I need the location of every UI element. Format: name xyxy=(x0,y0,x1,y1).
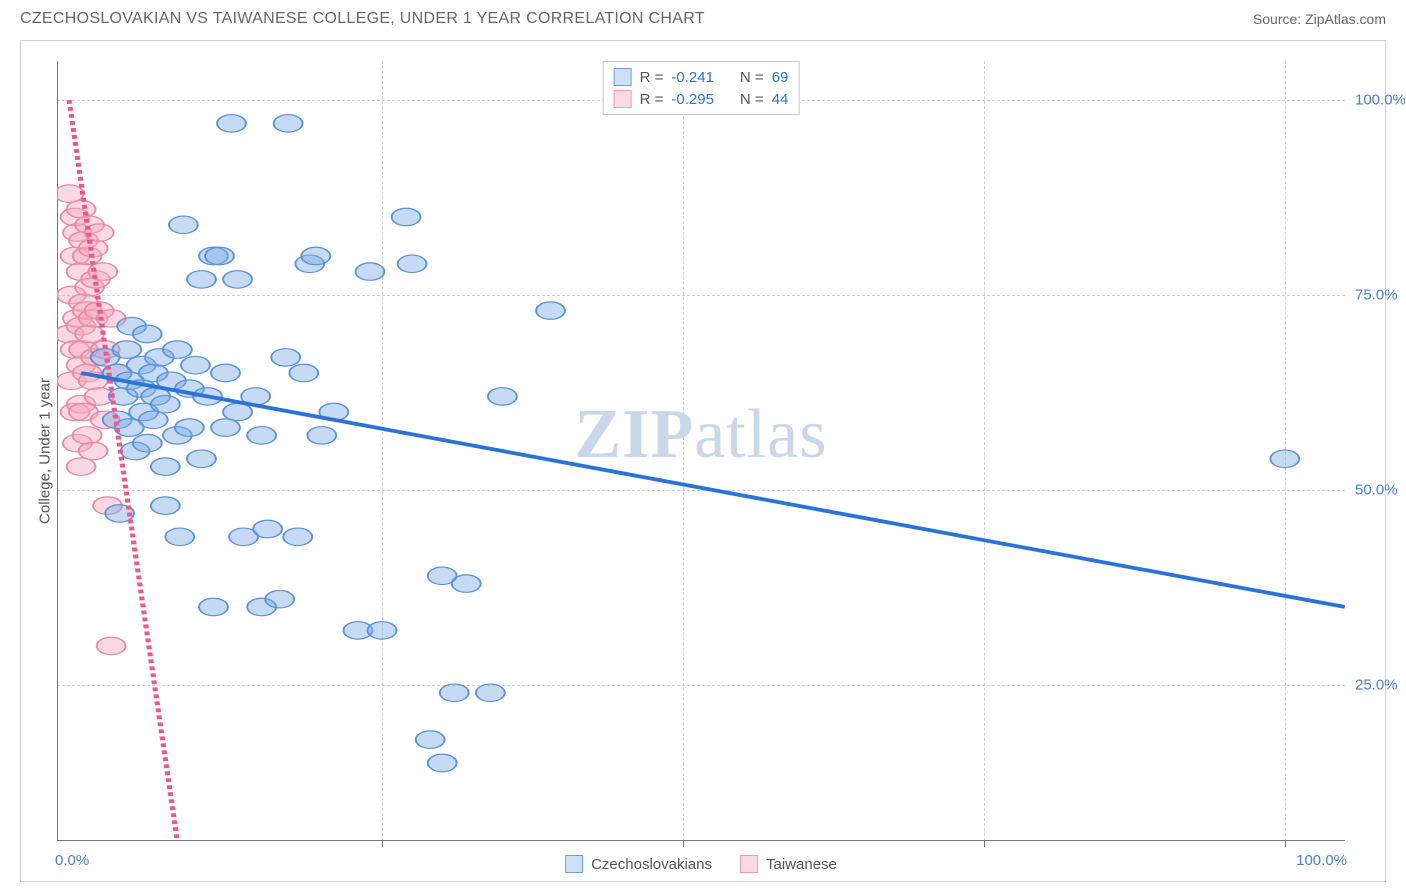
n-value-0: 69 xyxy=(772,69,789,86)
series-legend: Czechoslovakians Taiwanese xyxy=(565,855,837,873)
data-point xyxy=(392,208,421,225)
data-point xyxy=(428,754,457,771)
y-tick-label: 75.0% xyxy=(1347,287,1398,304)
scatter-plot xyxy=(57,61,1345,841)
chart-header: CZECHOSLOVAKIAN VS TAIWANESE COLLEGE, UN… xyxy=(0,0,1406,34)
data-point xyxy=(133,434,162,451)
data-point xyxy=(181,356,210,373)
data-point xyxy=(217,115,246,132)
data-point xyxy=(416,731,445,748)
data-point xyxy=(283,528,312,545)
plot-area: ZIPatlas College, Under 1 year R = -0.24… xyxy=(57,61,1345,841)
n-value-1: 44 xyxy=(772,91,789,108)
chart-title: CZECHOSLOVAKIAN VS TAIWANESE COLLEGE, UN… xyxy=(20,10,705,28)
data-point xyxy=(301,247,330,264)
data-point xyxy=(247,427,276,444)
data-point xyxy=(187,450,216,467)
data-point xyxy=(253,520,282,537)
r-value-1: -0.295 xyxy=(671,91,714,108)
data-point xyxy=(75,325,104,342)
data-point xyxy=(211,419,240,436)
legend-item-1: Taiwanese xyxy=(740,855,837,873)
data-point xyxy=(289,364,318,381)
data-point xyxy=(452,575,481,592)
data-point xyxy=(151,497,180,514)
y-tick-label: 100.0% xyxy=(1347,92,1406,109)
data-point xyxy=(223,271,252,288)
data-point xyxy=(175,419,204,436)
y-tick-label: 50.0% xyxy=(1347,482,1398,499)
data-point xyxy=(205,247,234,264)
data-point xyxy=(112,341,141,358)
data-point xyxy=(211,364,240,381)
data-point xyxy=(271,349,300,366)
data-point xyxy=(187,271,216,288)
data-point xyxy=(133,325,162,342)
data-point xyxy=(1270,450,1299,467)
swatch-icon xyxy=(740,855,758,873)
data-point xyxy=(67,458,96,475)
data-point xyxy=(265,590,294,607)
legend-row-0: R = -0.241 N = 69 xyxy=(614,66,789,88)
data-point xyxy=(163,341,192,358)
x-tick-right: 100.0% xyxy=(1296,852,1347,869)
legend-item-0: Czechoslovakians xyxy=(565,855,712,873)
r-value-0: -0.241 xyxy=(671,69,714,86)
data-point xyxy=(307,427,336,444)
swatch-icon xyxy=(614,68,632,86)
data-point xyxy=(73,427,102,444)
data-point xyxy=(488,388,517,405)
swatch-icon xyxy=(614,90,632,108)
data-point xyxy=(139,411,168,428)
data-point xyxy=(356,263,385,280)
data-point xyxy=(199,598,228,615)
correlation-legend: R = -0.241 N = 69 R = -0.295 N = 44 xyxy=(603,61,800,115)
chart-container: ZIPatlas College, Under 1 year R = -0.24… xyxy=(20,40,1386,882)
data-point xyxy=(67,200,96,217)
trend-line xyxy=(81,373,1345,607)
source-label: Source: ZipAtlas.com xyxy=(1253,11,1386,27)
data-point xyxy=(151,458,180,475)
y-axis-label: College, Under 1 year xyxy=(37,378,54,524)
legend-row-1: R = -0.295 N = 44 xyxy=(614,88,789,110)
data-point xyxy=(476,684,505,701)
data-point xyxy=(151,395,180,412)
data-point xyxy=(398,255,427,272)
data-point xyxy=(169,216,198,233)
data-point xyxy=(223,403,252,420)
data-point xyxy=(274,115,303,132)
y-tick-label: 25.0% xyxy=(1347,677,1398,694)
x-tick-left: 0.0% xyxy=(55,852,89,869)
swatch-icon xyxy=(565,855,583,873)
data-point xyxy=(536,302,565,319)
data-point xyxy=(165,528,194,545)
data-point xyxy=(440,684,469,701)
data-point xyxy=(368,622,397,639)
data-point xyxy=(79,442,108,459)
data-point xyxy=(97,637,126,654)
